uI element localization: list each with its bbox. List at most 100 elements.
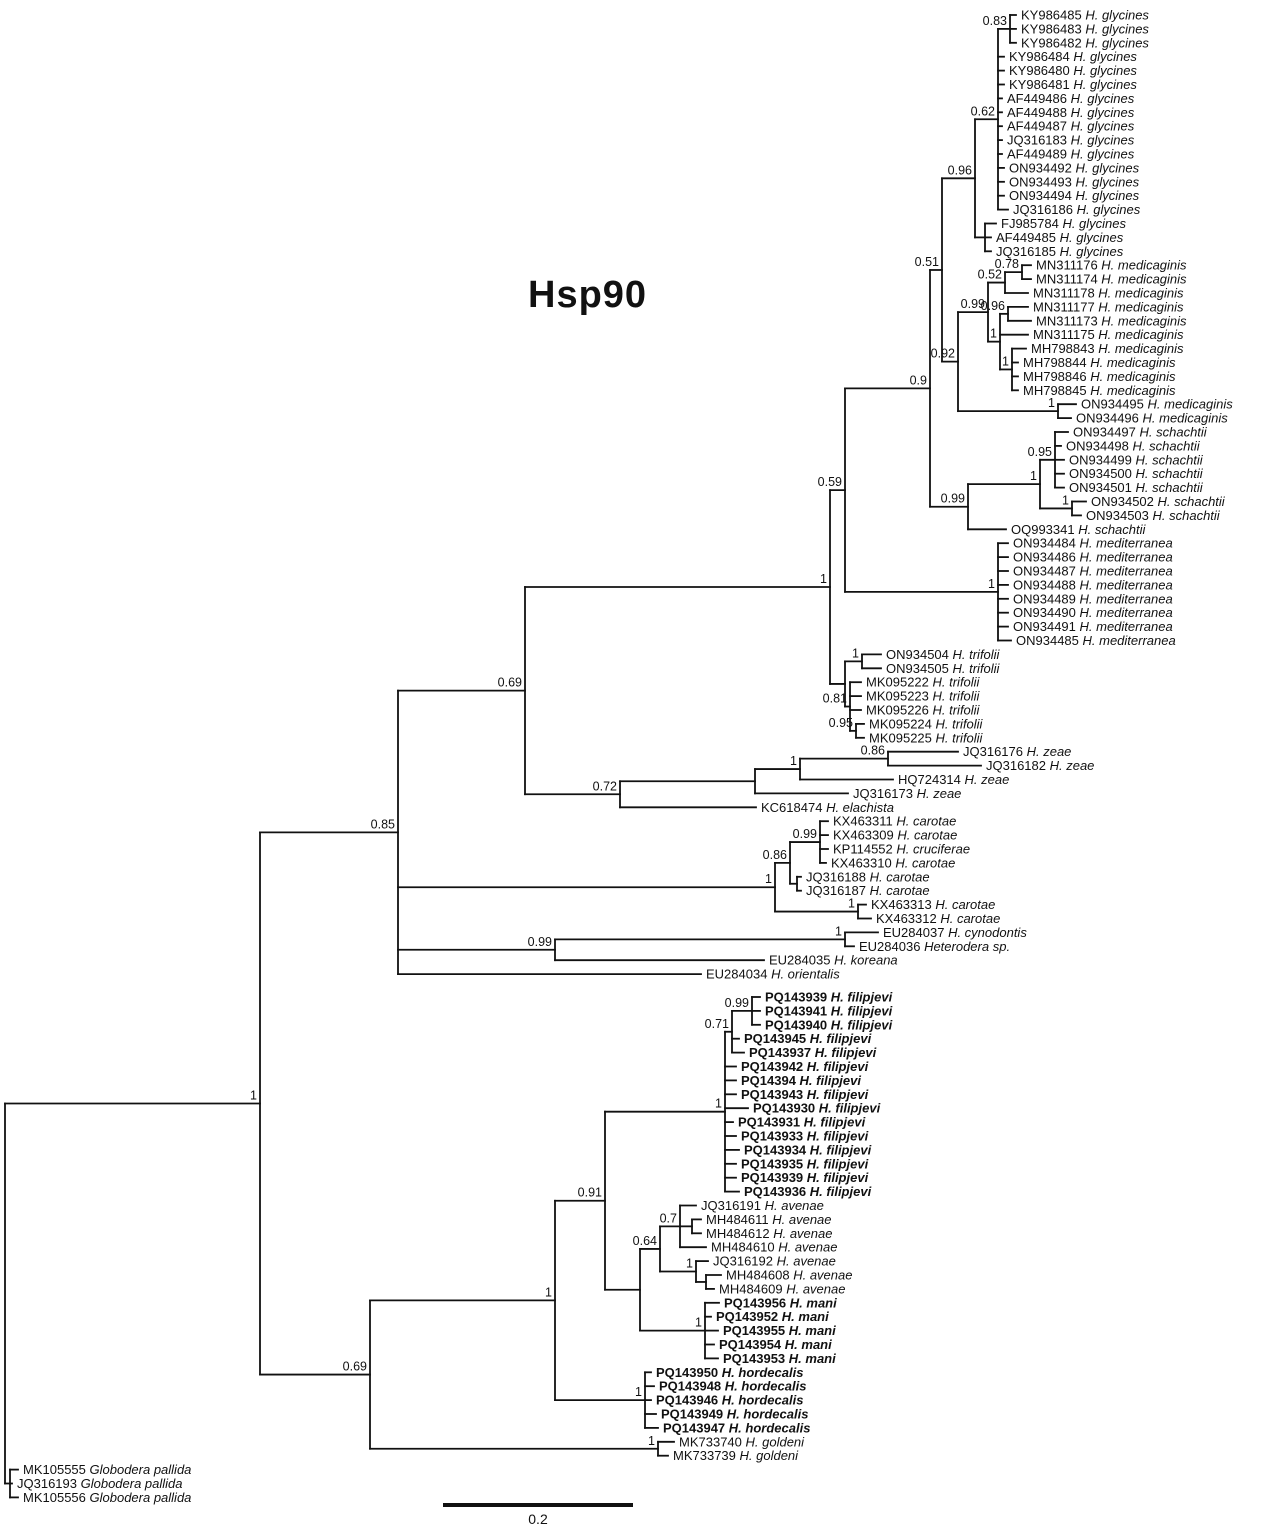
taxon-label: ON934490 H. mediterranea: [1013, 605, 1173, 620]
taxon-label: ON934487 H. mediterranea: [1013, 564, 1173, 579]
taxon-label: KX463313 H. carotae: [871, 897, 995, 912]
support-value: 0.71: [705, 1017, 729, 1031]
taxon-label: MK095222 H. trifolii: [866, 675, 981, 690]
taxon-label: ON934493 H. glycines: [1009, 174, 1140, 189]
support-value: 0.96: [981, 299, 1005, 313]
support-value: 0.51: [915, 255, 939, 269]
taxon-label: PQ143945 H. filipjevi: [744, 1031, 872, 1046]
support-value: 0.99: [941, 492, 965, 506]
taxon-label: KX463310 H. carotae: [831, 855, 955, 870]
taxon-label: FJ985784 H. glycines: [1001, 216, 1127, 231]
taxon-label: PQ143939 H. filipjevi: [741, 1170, 869, 1185]
taxon-label: ON934505 H. trifolii: [886, 661, 1001, 676]
support-value: 0.99: [793, 827, 817, 841]
support-value: 0.64: [633, 1234, 657, 1248]
support-value: 0.86: [763, 848, 787, 862]
taxon-label: ON934503 H. schachtii: [1086, 508, 1221, 523]
taxon-label: PQ143947 H. hordecalis: [663, 1420, 810, 1435]
support-value: 0.99: [725, 996, 749, 1010]
taxon-label: PQ143955 H. mani: [723, 1323, 836, 1338]
taxon-label: JQ316176 H. zeae: [963, 744, 1071, 759]
taxon-label: KY986484 H. glycines: [1009, 49, 1137, 64]
taxon-label: ON934498 H. schachtii: [1066, 438, 1201, 453]
taxon-label: MN311178 H. medicaginis: [1033, 286, 1184, 301]
taxon-label: PQ143941 H. filipjevi: [765, 1003, 893, 1018]
taxon-label: ON934484 H. mediterranea: [1013, 536, 1173, 551]
taxon-label: MH798843 H. medicaginis: [1031, 341, 1184, 356]
support-value: 1: [635, 1385, 642, 1399]
taxon-label: PQ143931 H. filipjevi: [738, 1115, 866, 1130]
taxon-label: ON934500 H. schachtii: [1069, 466, 1204, 481]
taxon-label: PQ14394 H. filipjevi: [741, 1073, 861, 1088]
taxon-label: JQ316182 H. zeae: [986, 758, 1094, 773]
taxon-label: MH484610 H. avenae: [711, 1240, 837, 1255]
taxon-label: JQ316183 H. glycines: [1007, 133, 1135, 148]
support-value: 0.91: [578, 1186, 602, 1200]
support-value: 1: [835, 924, 842, 938]
taxon-label: KX463311 H. carotae: [833, 814, 956, 829]
taxon-label: ON934504 H. trifolii: [886, 647, 1001, 662]
taxon-label: ON934501 H. schachtii: [1069, 480, 1204, 495]
taxon-label: AF449489 H. glycines: [1007, 147, 1135, 162]
taxon-label: MK095224 H. trifolii: [869, 716, 984, 731]
taxon-label: JQ316191 H. avenae: [701, 1198, 824, 1213]
support-value: 0.81: [823, 692, 847, 706]
taxon-label: KY986480 H. glycines: [1009, 63, 1137, 78]
taxon-label: KP114552 H. cruciferae: [833, 842, 970, 857]
taxon-label: MH484609 H. avenae: [719, 1281, 845, 1296]
taxon-label: ON934491 H. mediterranea: [1013, 619, 1173, 634]
taxon-label: PQ143948 H. hordecalis: [659, 1379, 806, 1394]
taxon-label: ON934494 H. glycines: [1009, 188, 1140, 203]
taxon-label: AF449488 H. glycines: [1007, 105, 1135, 120]
taxon-label: PQ143956 H. mani: [724, 1295, 837, 1310]
taxon-label: ON934486 H. mediterranea: [1013, 550, 1173, 565]
support-value: 1: [1062, 493, 1069, 507]
taxon-label: MH798846 H. medicaginis: [1023, 369, 1176, 384]
figure-title: Hsp90: [528, 274, 648, 316]
support-value: 1: [1048, 396, 1055, 410]
taxon-label: AF449485 H. glycines: [996, 230, 1124, 245]
taxon-label: KX463309 H. carotae: [833, 828, 957, 843]
taxon-label: MH484611 H. avenae: [706, 1212, 832, 1227]
taxon-label: PQ143934 H. filipjevi: [744, 1142, 872, 1157]
taxon-label: AF449487 H. glycines: [1007, 119, 1135, 134]
support-value: 0.59: [818, 475, 842, 489]
taxon-label: OQ993341 H. schachtii: [1011, 522, 1147, 537]
taxon-label: ON934496 H. medicaginis: [1076, 411, 1228, 426]
taxon-label: ON934497 H. schachtii: [1073, 425, 1208, 440]
taxon-label: PQ143933 H. filipjevi: [741, 1129, 869, 1144]
taxon-label: JQ316188 H. carotae: [806, 869, 930, 884]
taxon-label: KC618474 H. elachista: [761, 800, 894, 815]
taxon-label: PQ143952 H. mani: [716, 1309, 829, 1324]
taxon-label: ON934492 H. glycines: [1009, 160, 1140, 175]
taxon-label: KY986482 H. glycines: [1021, 35, 1149, 50]
support-value: 1: [1030, 469, 1037, 483]
taxon-label: MN311176 H. medicaginis: [1036, 258, 1187, 273]
taxon-label: PQ143953 H. mani: [723, 1351, 836, 1366]
support-value: 0.96: [948, 163, 972, 177]
taxon-label: ON934502 H. schachtii: [1091, 494, 1226, 509]
taxon-label: MK733739 H. goldeni: [673, 1448, 799, 1463]
support-value: 1: [1002, 354, 1009, 368]
support-value: 0.92: [931, 347, 955, 361]
taxon-label: JQ316185 H. glycines: [996, 244, 1124, 259]
taxon-label: MH798845 H. medicaginis: [1023, 383, 1176, 398]
taxon-label: PQ143935 H. filipjevi: [741, 1156, 869, 1171]
support-value: 1: [765, 872, 772, 886]
taxon-label: MK105555 Globodera pallida: [23, 1462, 191, 1477]
support-value: 0.69: [343, 1360, 367, 1374]
support-value: 0.83: [983, 14, 1007, 28]
taxon-label: MK105556 Globodera pallida: [23, 1490, 191, 1505]
taxon-label: MK733740 H. goldeni: [679, 1434, 805, 1449]
support-value: 0.52: [978, 268, 1002, 282]
support-value: 1: [695, 1316, 702, 1330]
scale-bar-label: 0.2: [528, 1511, 548, 1527]
taxon-label: MH484608 H. avenae: [726, 1268, 852, 1283]
taxon-label: MN311174 H. medicaginis: [1036, 272, 1187, 287]
taxon-label: PQ143949 H. hordecalis: [661, 1407, 808, 1422]
support-value: 0.99: [528, 935, 552, 949]
support-value: 0.62: [971, 104, 995, 118]
taxon-label: JQ316193 Globodera pallida: [17, 1476, 183, 1491]
